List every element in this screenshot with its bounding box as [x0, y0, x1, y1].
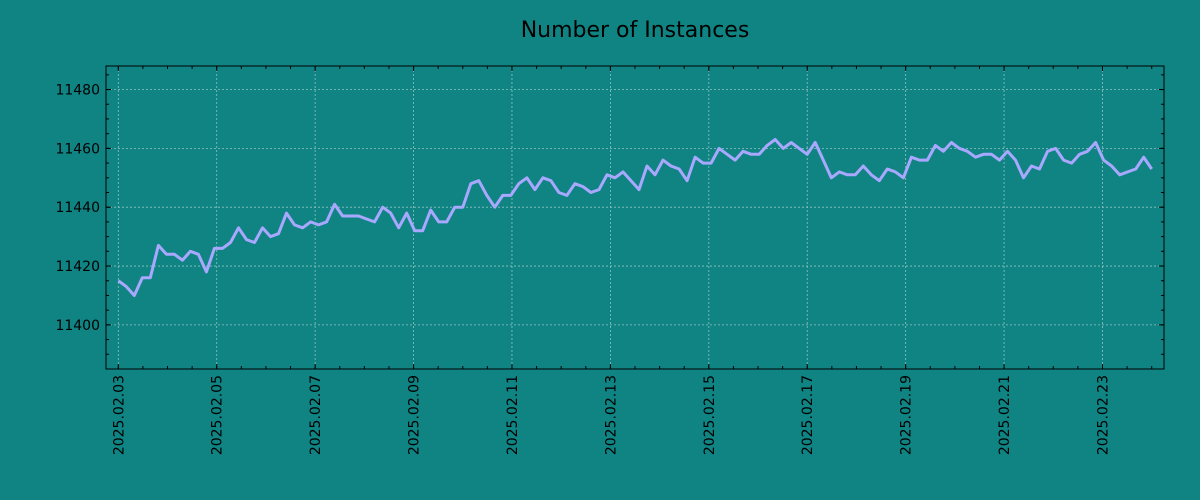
y-tick-label: 11400: [55, 318, 100, 334]
x-tick-label: 2025.02.23: [1095, 375, 1111, 455]
plot-frame: [105, 65, 1165, 370]
y-tick-label: 11420: [55, 259, 100, 275]
x-tick-label: 2025.02.13: [603, 375, 619, 455]
x-tick-label: 2025.02.05: [210, 375, 226, 455]
x-tick-label: 2025.02.15: [702, 375, 718, 455]
x-tick-label: 2025.02.17: [800, 375, 816, 455]
y-tick-label: 11480: [55, 83, 100, 99]
y-tick-label: 11460: [55, 141, 100, 157]
series-line: [117, 138, 1153, 297]
x-tick-label: 2025.02.07: [308, 375, 324, 455]
x-tick-label: 2025.02.09: [407, 375, 423, 455]
y-axis: 11400 11420 11440 11460 11480: [55, 74, 1164, 370]
x-tick-label: 2025.02.21: [997, 375, 1013, 455]
x-axis: 2025.02.03 2025.02.05 2025.02.07 2025.02.09…: [111, 66, 1153, 455]
grid: [106, 66, 1164, 369]
x-tick-label: 2025.02.19: [899, 375, 915, 455]
x-tick-label: 2025.02.03: [111, 375, 127, 455]
y-tick-label: 11440: [55, 200, 100, 216]
chart-title: Number of Instances: [521, 18, 750, 43]
series-layer: [117, 138, 1153, 297]
x-tick-label: 2025.02.11: [505, 375, 521, 455]
